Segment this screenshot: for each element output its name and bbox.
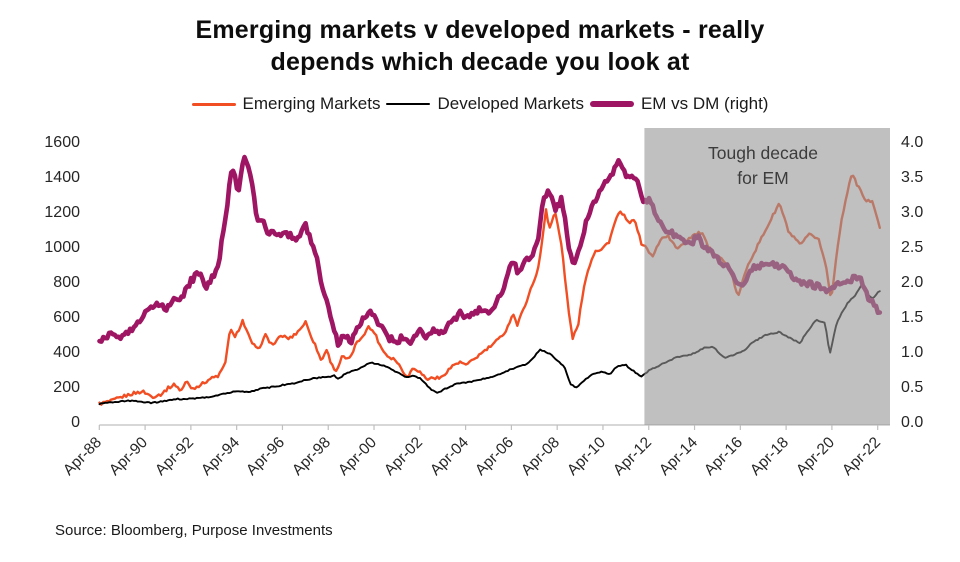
legend-label: EM vs DM (right) (640, 94, 769, 113)
legend-label: Developed Markets (437, 94, 584, 113)
shaded-region-annotation: Tough decade for EM (663, 141, 863, 191)
legend-label: Emerging Markets (242, 94, 381, 113)
shaded-region (644, 128, 890, 425)
y-axis-label-left: 1200 (44, 204, 80, 221)
y-axis-label-left: 0 (71, 414, 80, 431)
chart-title-line2: depends which decade you look at (270, 48, 690, 76)
legend-swatch-developed-markets (386, 103, 431, 105)
y-axis-label-right: 3.0 (901, 204, 924, 221)
y-axis-label-right: 1.5 (901, 309, 924, 326)
y-axis-label-left: 1600 (44, 134, 80, 151)
legend-item-emerging-markets: Emerging Markets (191, 94, 381, 114)
y-axis-label-left: 1000 (44, 239, 80, 256)
annotation-line1: Tough decade (708, 143, 818, 163)
y-axis-label-right: 3.5 (901, 169, 924, 186)
y-axis-label-left: 800 (53, 274, 80, 291)
legend: Emerging Markets Developed Markets EM vs D… (0, 94, 960, 114)
source-note: Source: Bloomberg, Purpose Investments (55, 522, 333, 539)
legend-swatch-em-vs-dm-right (589, 101, 634, 107)
chart-title-line1: Emerging markets v developed markets - r… (195, 16, 765, 44)
y-axis-label-right: 2.5 (901, 239, 924, 256)
legend-item-em-vs-dm-right: EM vs DM (right) (589, 94, 769, 114)
legend-swatch-emerging-markets (191, 102, 236, 106)
y-axis-label-right: 0.5 (901, 379, 924, 396)
y-axis-label-left: 200 (53, 379, 80, 396)
annotation-line2: for EM (737, 168, 789, 188)
chart-title: Emerging markets v developed markets - r… (0, 14, 960, 78)
y-axis-label-left: 400 (53, 344, 80, 361)
y-axis-label-right: 2.0 (901, 274, 924, 291)
y-axis-label-left: 600 (53, 309, 80, 326)
y-axis-label-right: 0.0 (901, 414, 924, 431)
legend-item-developed-markets: Developed Markets (386, 94, 584, 114)
y-axis-label-right: 4.0 (901, 134, 924, 151)
y-axis-label-right: 1.0 (901, 344, 924, 361)
y-axis-label-left: 1400 (44, 169, 80, 186)
